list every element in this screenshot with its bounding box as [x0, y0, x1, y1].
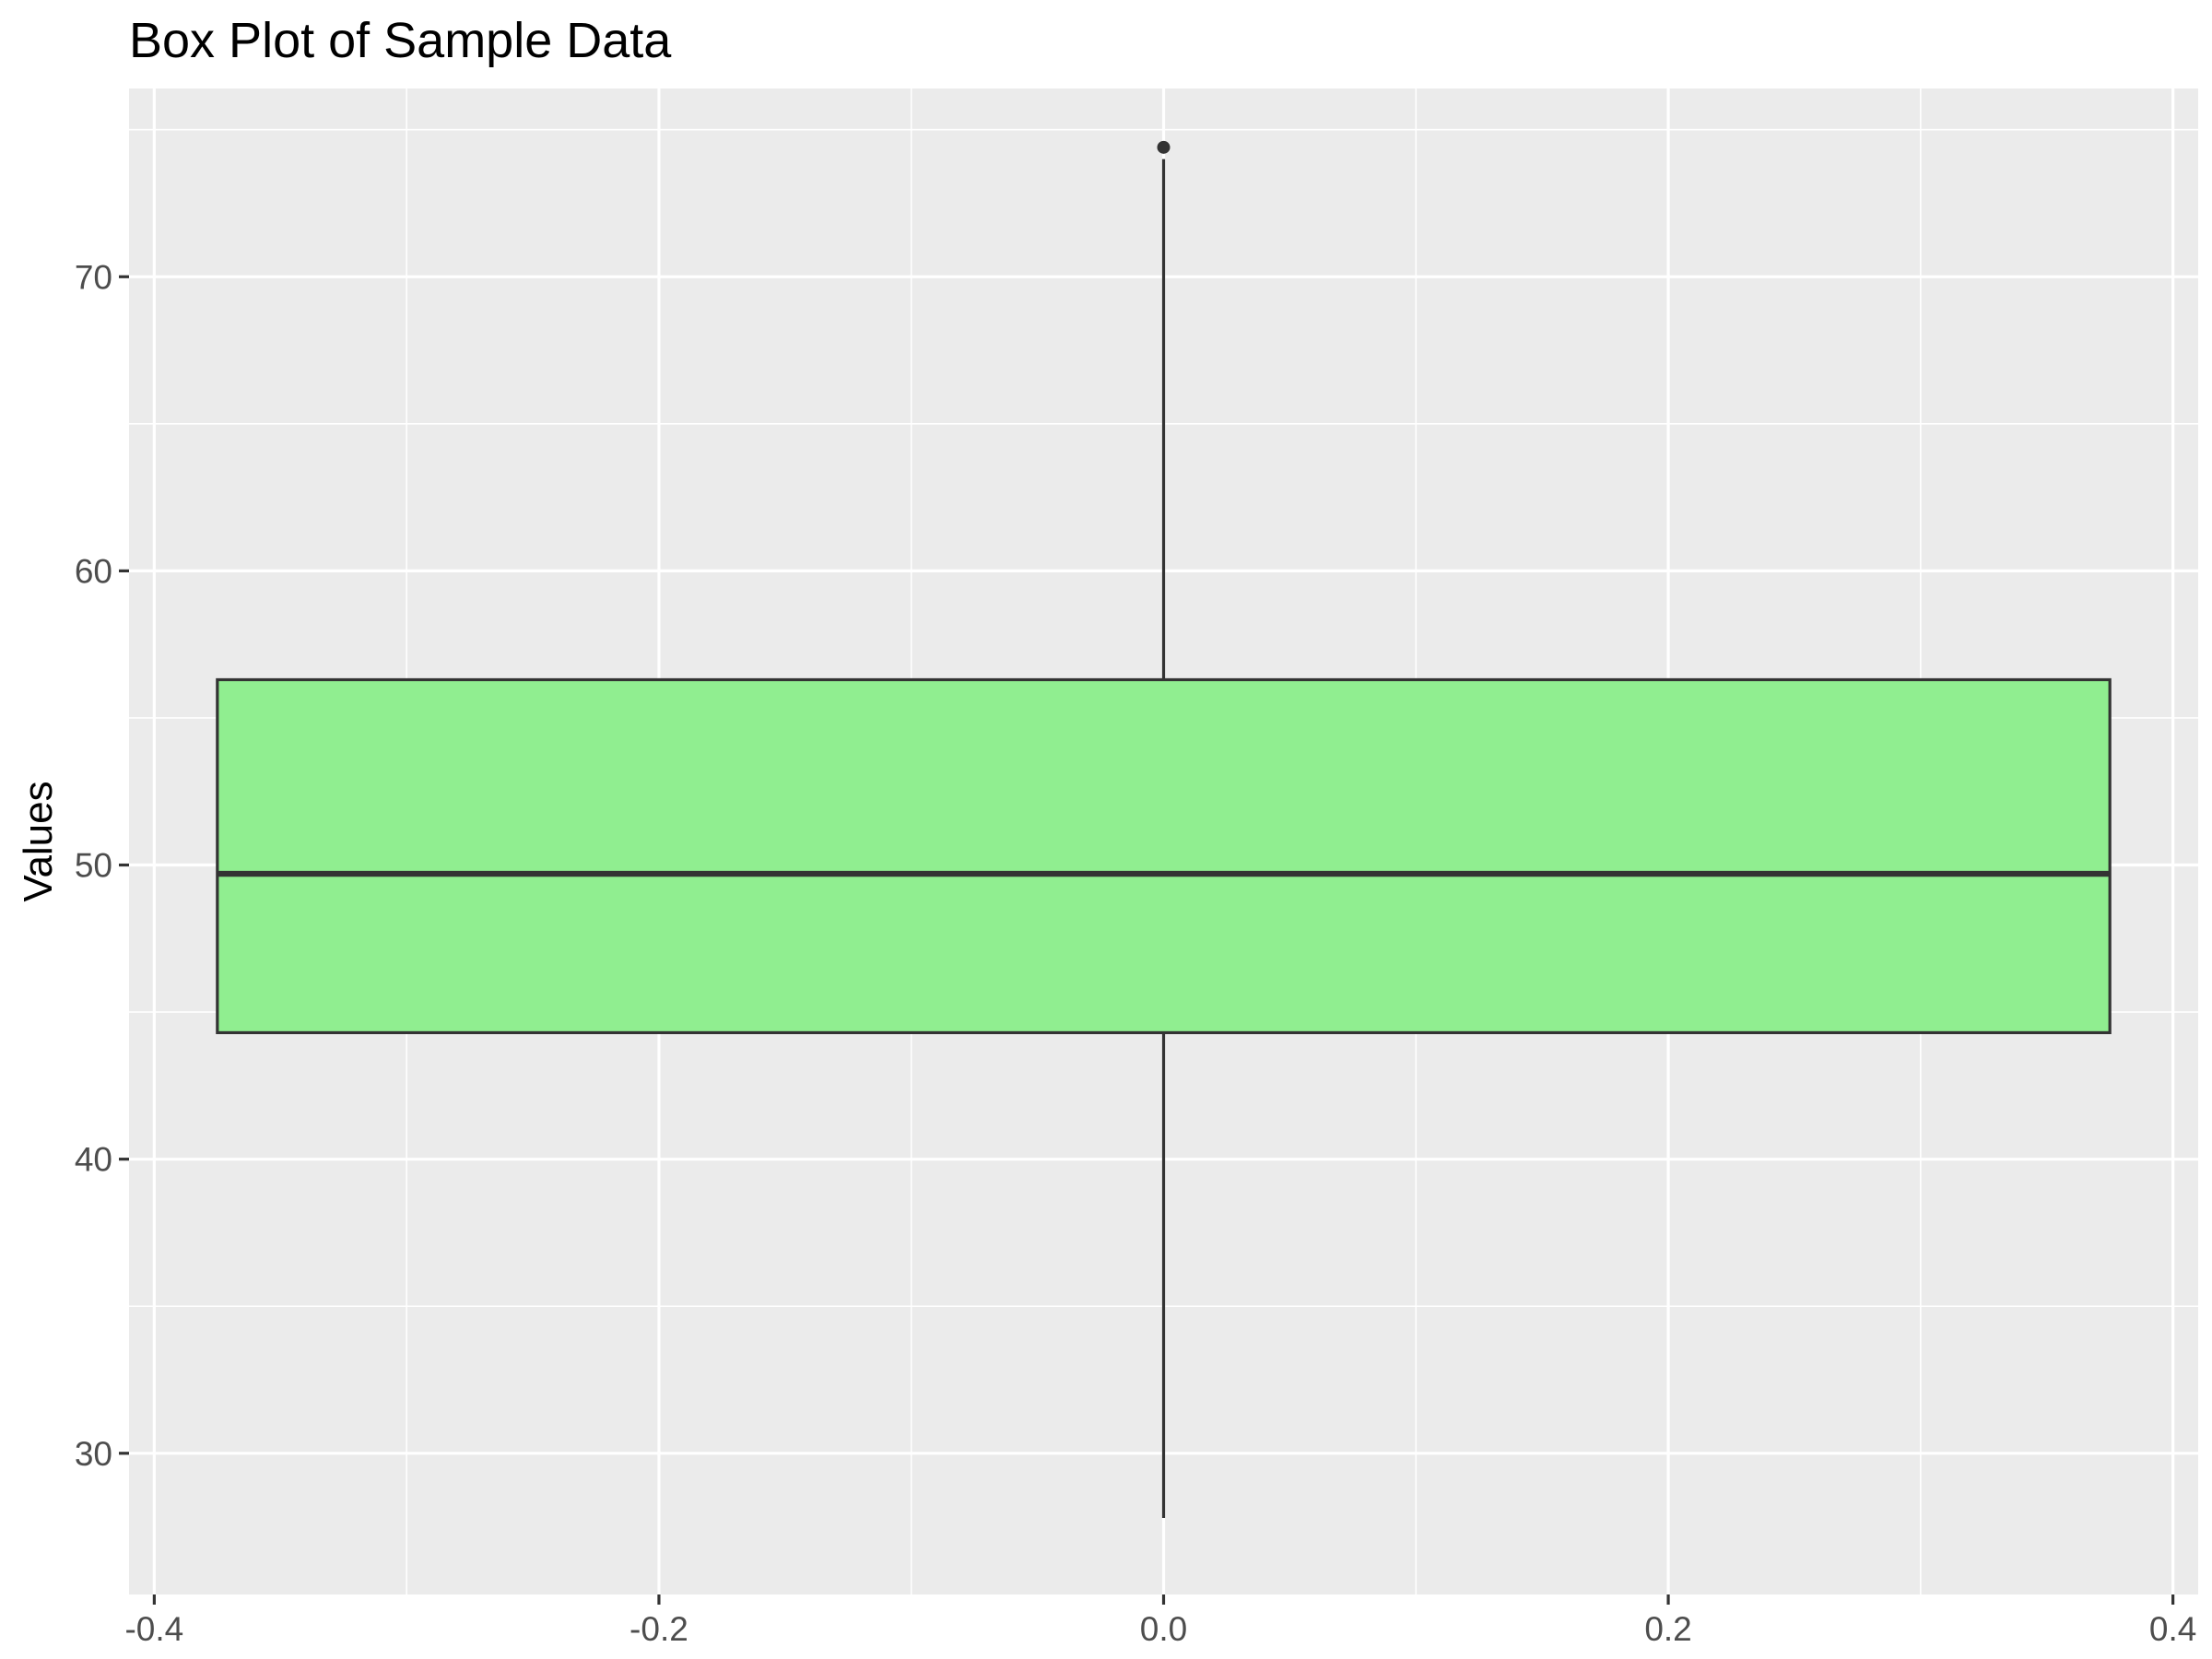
x-axis: -0.4 -0.2 0.0 0.2 0.4 [124, 1594, 2196, 1648]
y-tick-label: 40 [75, 1141, 112, 1179]
interquartile-box [216, 677, 2112, 1035]
y-tick-label: 70 [75, 258, 112, 296]
x-tick-label: -0.2 [629, 1610, 688, 1648]
y-tick-label: 60 [75, 552, 112, 590]
x-tick-label: 0.4 [2149, 1610, 2196, 1648]
y-tick-label: 30 [75, 1435, 112, 1473]
y-axis: 30 40 50 60 70 [75, 258, 129, 1473]
x-tick-label: 0.0 [1140, 1610, 1187, 1648]
x-tick-label: -0.4 [124, 1610, 183, 1648]
y-axis-title: Values [16, 781, 61, 901]
x-tick-label: 0.2 [1644, 1610, 1691, 1648]
box-plot-marks [216, 140, 2112, 1519]
chart-title: Box Plot of Sample Data [129, 13, 672, 68]
y-tick-label: 50 [75, 847, 112, 885]
outlier-point [1157, 140, 1171, 154]
